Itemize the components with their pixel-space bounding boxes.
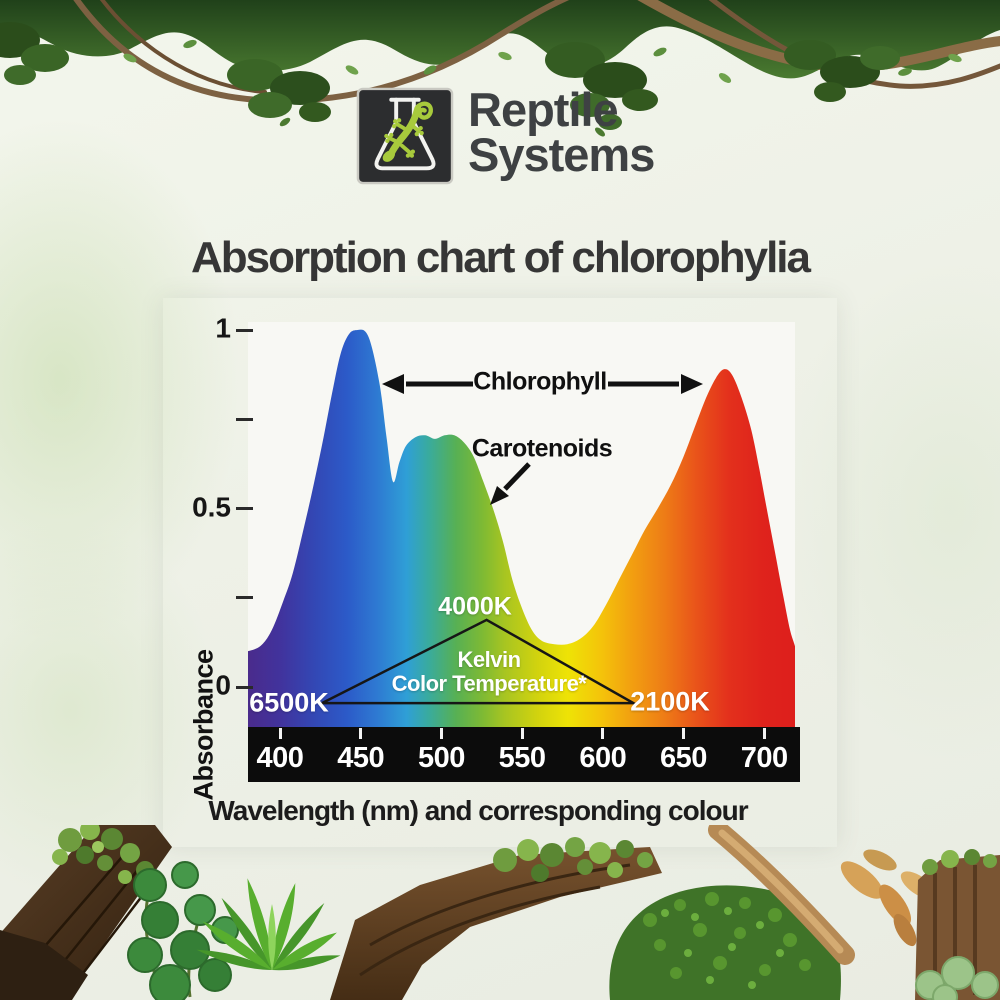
brand-line1: Reptile: [468, 83, 619, 136]
jungle-canopy: [0, 0, 1000, 137]
page-title: Absorption chart of chlorophylia: [190, 233, 811, 282]
gecko: [382, 101, 433, 162]
brand-line2: Systems: [468, 128, 655, 181]
x-tick-label: 550: [498, 742, 546, 774]
plot-area: Chlorophyll Carotenoids 4000K Kelvin Col…: [248, 322, 795, 727]
x-tick-label: 650: [660, 742, 707, 774]
x-tick: [520, 728, 524, 739]
y-tick-label: 0.5: [192, 491, 231, 523]
y-tick-label: 1: [215, 312, 231, 344]
x-tick-label: 400: [256, 742, 304, 774]
chlorophyll-label: Chlorophyll: [473, 367, 607, 396]
kelvin-title-line2: Color Temperature*: [391, 671, 587, 696]
y-tick: [236, 328, 253, 332]
x-axis-label: Wavelength (nm) and corresponding colour: [208, 795, 748, 826]
flask-outline: [374, 97, 436, 171]
canopy-leaves: [0, 0, 1000, 79]
kelvin-triangle: [321, 618, 639, 705]
x-tick: [278, 728, 282, 739]
x-axis-band: 400 450 500 550 600 650 700: [248, 727, 800, 782]
carotenoids-label: Carotenoids: [471, 434, 613, 463]
x-tick: [439, 728, 443, 739]
spectrum-plot: [248, 329, 795, 727]
y-tick: [236, 596, 253, 600]
x-tick: [601, 728, 605, 739]
moss-patch-left: [52, 825, 154, 884]
bromeliad-plant: [196, 878, 341, 971]
pale-leaf-plant: [915, 956, 999, 1000]
y-axis-label: Absorbance: [188, 649, 219, 801]
y-tick: [236, 685, 253, 689]
tan-branch: [708, 825, 855, 965]
y-tick-label: 0: [215, 669, 231, 701]
moss-patch-right: [493, 837, 653, 882]
terrarium-wood-corner: [0, 930, 88, 1000]
right-stump: [915, 849, 1000, 1000]
x-tick-label: 500: [417, 742, 465, 774]
x-tick: [682, 728, 685, 739]
x-tick-label: 700: [740, 742, 788, 774]
kelvin-6500k-label: 6500K: [249, 687, 329, 718]
round-leaf-plant: [127, 861, 239, 1000]
chlorophyll-arrow-right: [608, 374, 703, 394]
chlorophyll-arrow-left: [382, 374, 473, 394]
brand-logo: Reptile Systems: [356, 83, 655, 185]
y-tick: [236, 507, 253, 510]
brand-name: Reptile Systems: [468, 83, 655, 181]
x-tick-label: 600: [579, 742, 627, 774]
spectrum-area-fill: [248, 329, 795, 727]
terrarium-foreground: [0, 825, 1000, 1000]
y-tick: [236, 417, 253, 421]
kelvin-4000k-label: 4000K: [438, 592, 512, 621]
x-tick-label: 450: [337, 742, 385, 774]
carotenoids-arrow: [490, 462, 531, 505]
chart-panel: Chlorophyll Carotenoids 4000K Kelvin Col…: [163, 298, 837, 847]
kelvin-title-line1: Kelvin: [457, 647, 521, 672]
leaf-clusters: [0, 22, 962, 137]
x-tick: [359, 728, 363, 739]
gecko-flask-icon: [356, 87, 454, 185]
kelvin-2100k-label: 2100K: [630, 686, 710, 717]
x-tick: [762, 728, 766, 739]
creeping-plant-mat: [609, 885, 841, 1000]
